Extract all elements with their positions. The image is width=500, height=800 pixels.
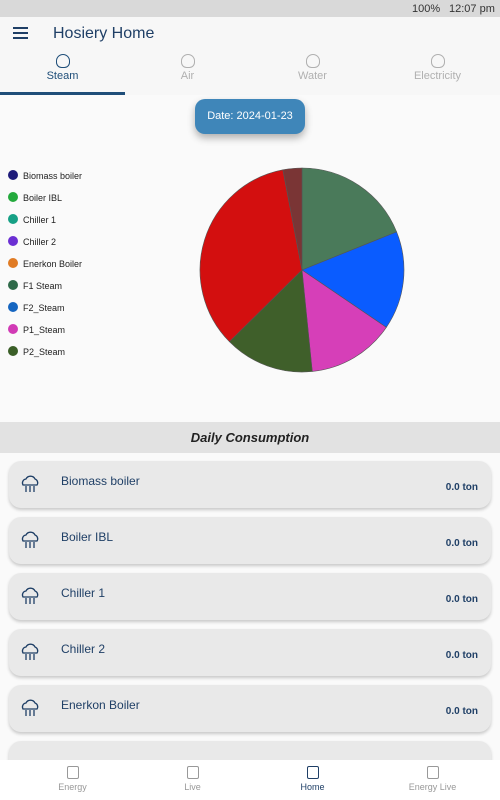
item-name: Boiler IBL bbox=[61, 530, 114, 544]
nav-item[interactable]: Live bbox=[130, 760, 255, 800]
steam-icon bbox=[21, 587, 39, 604]
menu-button[interactable] bbox=[13, 27, 28, 40]
legend-item: F2_Steam bbox=[8, 301, 65, 315]
item-name: Biomass boiler bbox=[61, 474, 140, 488]
consumption-card[interactable]: Chiller 2 0.0 ton bbox=[9, 629, 491, 676]
tab-label: Steam bbox=[46, 70, 79, 82]
legend-swatch bbox=[8, 324, 18, 334]
legend-label: F2_Steam bbox=[23, 303, 65, 313]
bottom-nav: Energy Live Home Energy Live bbox=[0, 760, 500, 800]
consumption-card[interactable]: Chiller 1 0.0 ton bbox=[9, 573, 491, 620]
pie-slice bbox=[228, 269, 313, 373]
tab[interactable]: Steam bbox=[0, 51, 125, 95]
item-name: Chiller 2 bbox=[61, 642, 106, 656]
legend-item: F1 Steam bbox=[8, 279, 62, 293]
legend-item: Chiller 2 bbox=[8, 235, 56, 249]
nav-icon bbox=[427, 766, 439, 779]
app-bar: Hosiery Home bbox=[0, 17, 500, 51]
tab-icon bbox=[181, 54, 195, 68]
legend-label: P1_Steam bbox=[23, 325, 66, 335]
item-value: 0.0 ton bbox=[445, 594, 478, 605]
app-title: Hosiery Home bbox=[53, 25, 155, 42]
tab[interactable]: Air bbox=[125, 51, 250, 95]
clock: 12:07 pm bbox=[449, 3, 495, 15]
item-value: 0.0 ton bbox=[445, 538, 478, 549]
steam-icon bbox=[21, 475, 39, 492]
steam-icon bbox=[21, 699, 39, 716]
item-name: Enerkon Boiler bbox=[61, 698, 140, 712]
item-value: 0.0 ton bbox=[445, 650, 478, 661]
legend-label: Boiler IBL bbox=[23, 193, 63, 203]
legend-item: P1_Steam bbox=[8, 323, 65, 337]
tab-label: Air bbox=[180, 70, 195, 82]
nav-label: Live bbox=[184, 782, 201, 792]
consumption-card[interactable]: Biomass boiler 0.0 ton bbox=[9, 461, 491, 508]
legend-label: F1 Steam bbox=[23, 281, 63, 291]
tab-indicator bbox=[0, 92, 125, 95]
nav-item[interactable]: Energy Live bbox=[370, 760, 495, 800]
legend-swatch bbox=[8, 192, 18, 202]
tab-icon bbox=[431, 54, 445, 68]
legend-swatch bbox=[8, 236, 18, 246]
nav-label: Energy bbox=[58, 782, 87, 792]
tab-icon bbox=[56, 54, 70, 68]
tab-icon bbox=[306, 54, 320, 68]
section-title: Daily Consumption bbox=[0, 422, 500, 453]
nav-label: Home bbox=[300, 782, 325, 792]
item-name: Chiller 1 bbox=[61, 586, 106, 600]
nav-item[interactable]: Energy bbox=[10, 760, 135, 800]
legend-label: P2_Steam bbox=[23, 347, 66, 357]
legend-label: Enerkon Boiler bbox=[23, 259, 83, 269]
item-value: 0.0 ton bbox=[445, 706, 478, 717]
legend-label: Biomass boiler bbox=[23, 171, 83, 181]
pie-slice bbox=[301, 167, 397, 271]
tab-bar: Steam Air Water Electricity bbox=[0, 51, 500, 95]
pie-slice bbox=[301, 269, 387, 372]
legend-swatch bbox=[8, 258, 18, 268]
date-button[interactable]: Date: 2024-01-23 bbox=[195, 99, 305, 134]
steam-icon bbox=[21, 531, 39, 548]
legend-item: Enerkon Boiler bbox=[8, 257, 82, 271]
legend-item: Biomass boiler bbox=[8, 169, 82, 183]
legend-item: Chiller 1 bbox=[8, 213, 56, 227]
nav-icon bbox=[187, 766, 199, 779]
pie-slice bbox=[301, 231, 405, 328]
tab[interactable]: Water bbox=[250, 51, 375, 95]
legend-swatch bbox=[8, 302, 18, 312]
status-bar: 100% 12:07 pm bbox=[0, 0, 500, 17]
pie-chart bbox=[199, 167, 405, 373]
pie-slice bbox=[199, 169, 303, 343]
legend-swatch bbox=[8, 170, 18, 180]
battery: 100% bbox=[412, 3, 441, 15]
pie-slice bbox=[282, 167, 303, 271]
steam-icon bbox=[21, 643, 39, 660]
legend-item: Boiler IBL bbox=[8, 191, 62, 205]
consumption-card[interactable]: Boiler IBL 0.0 ton bbox=[9, 517, 491, 564]
nav-item[interactable]: Home bbox=[250, 760, 375, 800]
tab-label: Electricity bbox=[413, 70, 462, 82]
nav-label: Energy Live bbox=[408, 782, 457, 792]
legend-swatch bbox=[8, 346, 18, 356]
item-value: 0.0 ton bbox=[445, 482, 478, 493]
legend-swatch bbox=[8, 280, 18, 290]
legend-item: P2_Steam bbox=[8, 345, 65, 359]
tab-label: Water bbox=[298, 70, 327, 82]
consumption-card[interactable]: Enerkon Boiler 0.0 ton bbox=[9, 685, 491, 732]
legend-swatch bbox=[8, 214, 18, 224]
legend-label: Chiller 1 bbox=[23, 215, 57, 225]
nav-icon bbox=[307, 766, 319, 779]
legend-label: Chiller 2 bbox=[23, 237, 57, 247]
nav-icon bbox=[67, 766, 79, 779]
tab[interactable]: Electricity bbox=[375, 51, 500, 95]
